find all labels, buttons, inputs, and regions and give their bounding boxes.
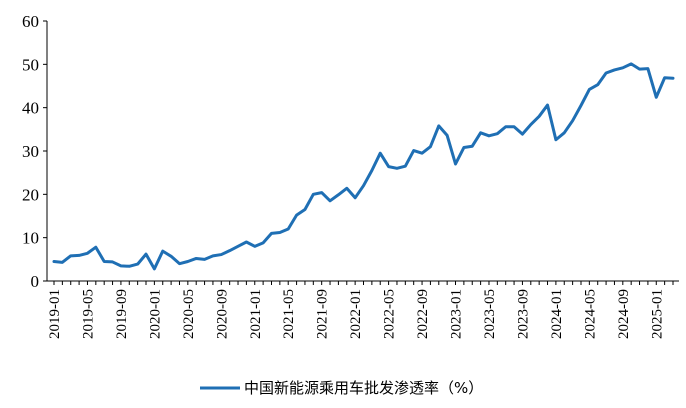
y-tick-label: 0 bbox=[31, 272, 40, 291]
legend: 中国新能源乘用车批发渗透率（%） bbox=[200, 379, 483, 397]
y-tick-label: 50 bbox=[22, 55, 39, 74]
x-tick-label: 2024-01 bbox=[549, 289, 565, 339]
x-tick-label: 2023-05 bbox=[482, 289, 498, 339]
x-tick-label: 2019-05 bbox=[80, 289, 96, 339]
x-tick-label: 2020-09 bbox=[214, 289, 230, 339]
x-tick-label: 2020-05 bbox=[181, 289, 197, 339]
x-tick-label: 2022-01 bbox=[348, 289, 364, 339]
x-tick-label: 2021-05 bbox=[281, 289, 297, 339]
x-tick-label: 2023-09 bbox=[515, 289, 531, 339]
x-tick-label: 2021-01 bbox=[248, 289, 264, 339]
x-tick-label: 2019-01 bbox=[47, 289, 63, 339]
x-tick-label: 2024-05 bbox=[582, 289, 598, 339]
y-tick-label: 30 bbox=[22, 142, 39, 161]
x-ticks: 2019-01 2019-05 2019-09 2020-01 2020-05 2020-… bbox=[47, 281, 673, 339]
y-tick-label: 20 bbox=[22, 185, 39, 204]
x-tick-label: 2022-05 bbox=[382, 289, 398, 339]
x-tick-label: 2022-09 bbox=[415, 289, 431, 339]
x-tick-label: 2021-09 bbox=[315, 289, 331, 339]
legend-label: 中国新能源乘用车批发渗透率（%） bbox=[244, 379, 483, 397]
y-tick-label: 60 bbox=[22, 12, 39, 31]
y-tick-label: 40 bbox=[22, 99, 39, 118]
y-tick-label: 10 bbox=[22, 229, 39, 248]
series-line bbox=[54, 64, 673, 269]
x-tick-label: 2019-09 bbox=[114, 289, 130, 339]
x-tick-label: 2023-01 bbox=[449, 289, 465, 339]
y-ticks: 0 10 20 30 40 50 60 bbox=[22, 12, 47, 291]
x-tick-label: 2020-01 bbox=[147, 289, 163, 339]
x-tick-label: 2025-01 bbox=[649, 289, 665, 339]
x-tick-label: 2024-09 bbox=[616, 289, 632, 339]
axes bbox=[47, 21, 679, 281]
